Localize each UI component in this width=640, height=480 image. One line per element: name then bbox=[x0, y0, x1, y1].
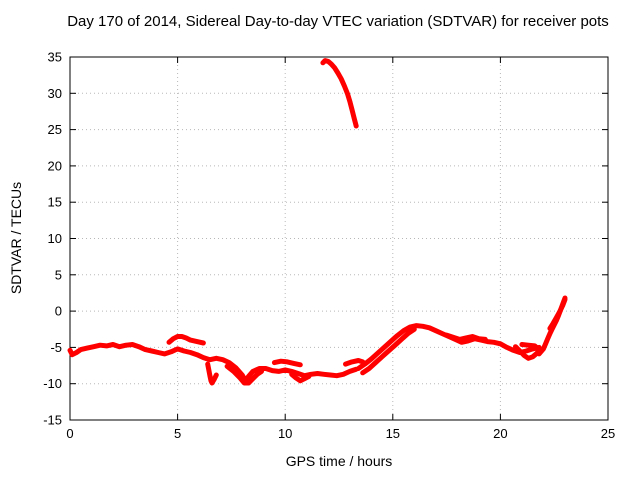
svg-text:25: 25 bbox=[48, 122, 62, 137]
svg-text:15: 15 bbox=[386, 426, 400, 441]
svg-text:15: 15 bbox=[48, 195, 62, 210]
svg-text:0: 0 bbox=[55, 304, 62, 319]
svg-text:5: 5 bbox=[174, 426, 181, 441]
svg-text:30: 30 bbox=[48, 86, 62, 101]
svg-text:0: 0 bbox=[66, 426, 73, 441]
chart-title: Day 170 of 2014, Sidereal Day-to-day VTE… bbox=[67, 13, 609, 30]
y-axis-label: SDTVAR / TECUs bbox=[8, 181, 24, 295]
svg-text:20: 20 bbox=[48, 158, 62, 173]
svg-text:-5: -5 bbox=[50, 340, 62, 355]
svg-text:-10: -10 bbox=[43, 376, 62, 391]
svg-text:20: 20 bbox=[493, 426, 507, 441]
svg-text:10: 10 bbox=[278, 426, 292, 441]
x-axis-label: GPS time / hours bbox=[285, 453, 393, 469]
svg-text:5: 5 bbox=[55, 267, 62, 282]
svg-text:10: 10 bbox=[48, 231, 62, 246]
svg-text:25: 25 bbox=[601, 426, 615, 441]
svg-text:-15: -15 bbox=[43, 413, 62, 428]
svg-text:35: 35 bbox=[48, 50, 62, 65]
